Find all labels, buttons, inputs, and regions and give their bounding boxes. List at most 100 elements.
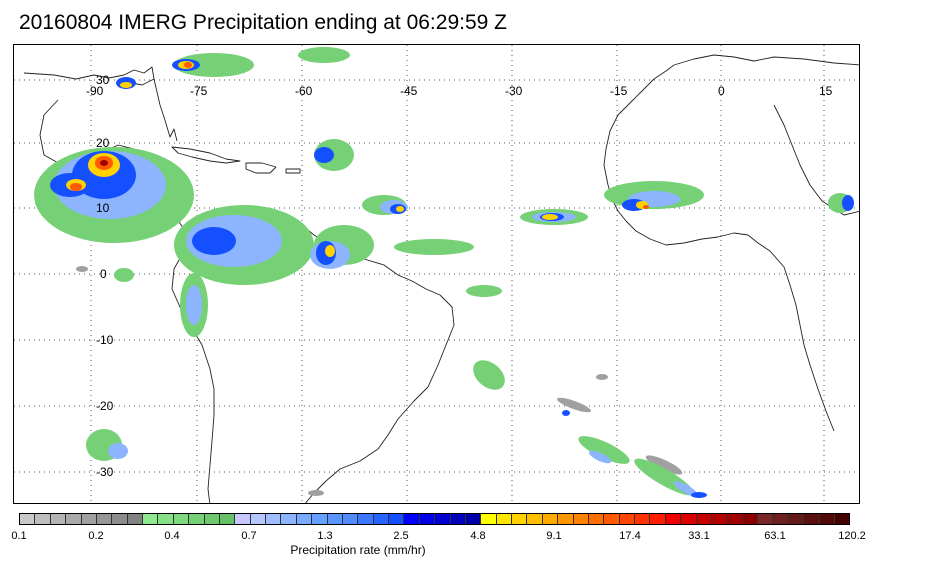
rain-darkred [100,160,108,166]
colorbar-segment [665,514,682,524]
rain-cell [842,195,854,211]
rain-cell [70,183,82,191]
colorbar-segment [266,514,282,524]
colorbar-segment [358,514,374,524]
lat-label: 10 [96,201,110,215]
rain-cell [588,450,612,464]
precipitation-patches [34,47,854,498]
rain-blue [50,59,854,498]
rain-cell [100,160,108,166]
colorbar-segment [819,514,835,524]
lon-labels: -90 -75 -60 -45 -30 -15 0 15 [86,84,833,98]
lat-label: -10 [96,333,114,347]
colorbar-segment [66,514,82,524]
colorbar-segment [50,514,67,524]
coastlines [23,54,859,503]
colorbar-segment [727,514,743,524]
lon-label: -15 [610,84,628,98]
colorbar-segment [604,514,620,524]
colorbar-segment [527,514,543,524]
colorbar-segment [112,514,128,524]
rain-cell [691,492,707,498]
rain-cell [114,268,134,282]
colorbar-segment [389,514,405,524]
colorbar-tick: 17.4 [619,530,641,542]
coast-africa-west [603,64,835,432]
colorbar-segment [235,514,251,524]
rain-cell [673,481,699,497]
colorbar-tick: 0.2 [88,530,104,542]
colorbar-tick: 63.1 [764,530,786,542]
rain-cell [298,47,350,63]
lon-label: 15 [819,84,833,98]
colorbar-segment [35,514,51,524]
rain-cell [192,227,236,255]
rain-cell [394,239,474,255]
colorbar-segment [404,514,420,524]
lon-label: -60 [295,84,313,98]
colorbar-segment [696,514,712,524]
colorbar-segment [204,514,220,524]
rain-cell [186,285,202,325]
rain-cell [325,245,335,257]
colorbar-segment [96,514,113,524]
lon-label: -75 [190,84,208,98]
precipitation-map[interactable]: -90 -75 -60 -45 -30 -15 0 15 30 20 10 0 … [13,44,860,504]
lat-label: 30 [96,73,110,87]
colorbar-tick: 0.4 [164,530,180,542]
rain-gray [76,266,683,496]
colorbar-segment [20,514,36,524]
coast-cuba [171,146,241,164]
lon-label: 0 [718,84,725,98]
colorbar-segment [542,514,559,524]
lon-label: -90 [86,84,104,98]
rain-cell [120,82,132,88]
colorbar-segment [834,514,850,524]
rain-cell [562,410,570,416]
colorbar-segment [127,514,143,524]
colorbar-segment [742,514,758,524]
colorbar-tick-labels: 0.1 0.2 0.4 0.7 1.3 2.5 4.8 9.1 17.4 33.… [0,530,944,544]
rain-cell [578,436,630,464]
rain-cell [314,147,334,163]
rain-cell [542,214,558,220]
colorbar-tick: 120.2 [838,530,866,542]
lat-label: -30 [96,465,114,479]
rain-cell [184,62,192,68]
coast-africa-north [673,54,859,66]
colorbar-segment [281,514,297,524]
colorbar-segment [450,514,466,524]
lat-lon-grid [14,45,859,503]
lon-label: -45 [400,84,418,98]
precipitation-colorbar [19,513,850,525]
colorbar-segment [373,514,389,524]
colorbar-tick: 4.8 [470,530,486,542]
colorbar-segment [342,514,359,524]
colorbar-segment [481,514,497,524]
colorbar-segment [588,514,605,524]
lon-label: -30 [505,84,523,98]
colorbar-segment [419,514,436,524]
colorbar-segment [619,514,635,524]
colorbar-tick: 33.1 [688,530,710,542]
colorbar-segment [788,514,805,524]
colorbar-segment [681,514,697,524]
colorbar-segment [189,514,205,524]
rain-cell [76,266,88,272]
rain-cell [396,206,404,212]
colorbar-segment [158,514,174,524]
colorbar-segment [296,514,313,524]
rain-cell [174,53,254,77]
rain-cell [473,360,505,390]
colorbar-segment [143,514,159,524]
colorbar-segment [81,514,97,524]
rain-cell [596,374,608,380]
colorbar-segment [435,514,451,524]
rain-cell [643,205,649,209]
colorbar-segment [558,514,574,524]
colorbar-tick: 0.1 [11,530,27,542]
lat-label: 0 [100,267,107,281]
colorbar-segment [327,514,343,524]
lat-label: -20 [96,399,114,413]
chart-title: 20160804 IMERG Precipitation ending at 0… [19,11,507,34]
